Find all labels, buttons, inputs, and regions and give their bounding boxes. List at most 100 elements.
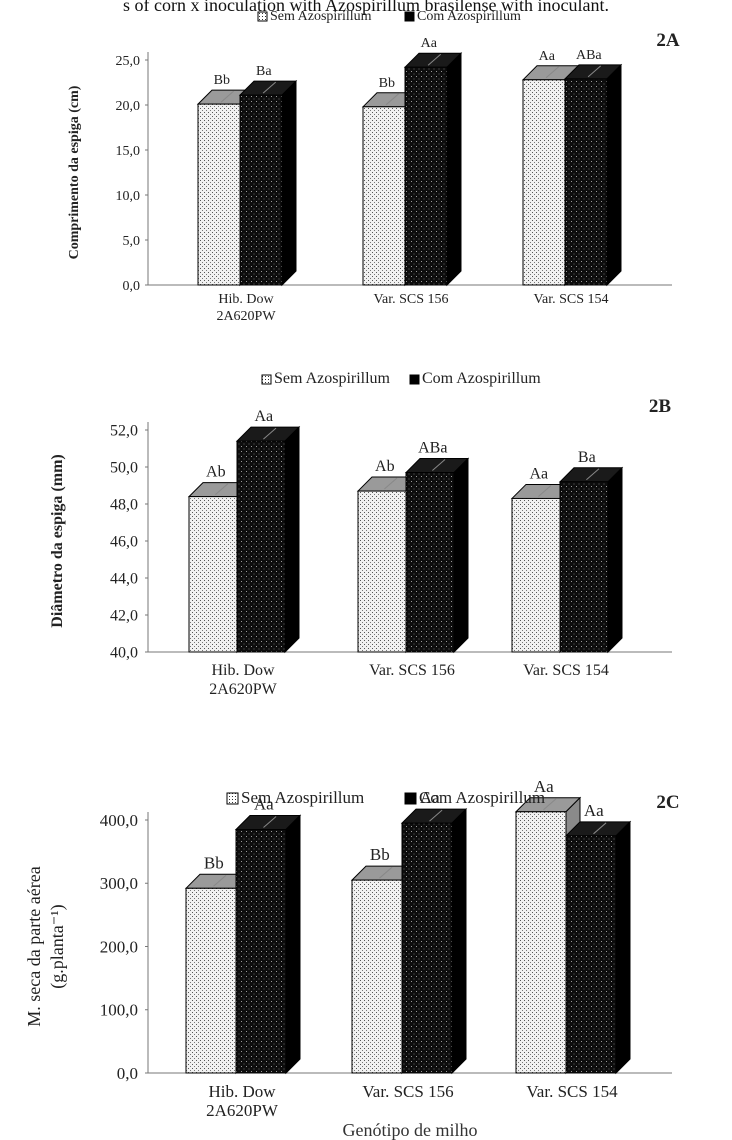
legend-label-sem: Sem Azospirillum [241, 788, 364, 807]
x-category-label: Hib. Dow [218, 292, 274, 307]
bar-com-azospirillum [238, 79, 298, 287]
bar-front-face [188, 496, 238, 653]
bar-front-face [564, 78, 608, 286]
bar-data-label: Aa [421, 36, 438, 51]
y-tick-label: 46,0 [110, 534, 138, 551]
x-category-label: 2A620PW [206, 1101, 279, 1120]
x-category-label: 2A620PW [216, 309, 276, 324]
bar-front-face [404, 66, 448, 286]
y-tick-label: 5,0 [123, 234, 141, 249]
bar-leader-line [427, 53, 442, 66]
bar-front-face [565, 835, 617, 1074]
bar-front-face [522, 79, 566, 286]
legend-swatch-sem [226, 792, 239, 805]
y-tick-label: 10,0 [116, 189, 141, 204]
bar-leader-line [385, 93, 400, 106]
bar-data-label: Ba [578, 449, 596, 466]
y-tick-label: 0,0 [123, 279, 141, 294]
bar-front-face [236, 440, 286, 653]
legend-label-sem: Sem Azospirillum [274, 370, 391, 387]
bar-front-face [197, 103, 241, 286]
bar-leader-line [262, 81, 277, 94]
bar-data-label: Aa [254, 794, 274, 813]
panel-label: 2A [656, 30, 680, 51]
x-category-label: 2A620PW [209, 681, 277, 698]
legend-label-com: Com Azospirillum [417, 9, 521, 24]
y-axis-label: Comprimento da espiga (cm) [67, 85, 82, 259]
bar-data-label: Aa [529, 465, 548, 482]
bar-leader-line [263, 427, 277, 440]
y-tick-label: 300,0 [100, 874, 138, 893]
chart-panel-2c: 0,0 100,0 200,0 300,0 400,0 M. seca da parte … [24, 777, 680, 1120]
legend-swatch-sem [257, 11, 268, 22]
y-axis-label-line: Diâmetro da espiga (mm) [49, 454, 66, 627]
bar-front-face [559, 481, 609, 653]
x-axis-title: Genótipo de milho [343, 1120, 478, 1140]
bar-side-face [606, 63, 622, 287]
bar-data-label: Aa [254, 408, 273, 425]
y-axis-label-line: Comprimento da espiga (cm) [67, 85, 82, 259]
bar-com-azospirillum [234, 814, 302, 1075]
bar-side-face [453, 457, 469, 654]
bar-leader-line [379, 866, 393, 879]
bar-side-face [284, 425, 300, 654]
bar-com-azospirillum [558, 466, 624, 654]
y-tick-label: 44,0 [110, 571, 138, 588]
x-category-label: Var. SCS 154 [523, 662, 609, 679]
bar-leader-line [384, 477, 398, 490]
y-tick-label: 400,0 [100, 811, 138, 830]
chart-panel-2b: 40,0 42,0 44,0 46,0 48,0 50,0 52,0 Diâmetro da … [49, 370, 672, 698]
bar-leader-line [432, 459, 446, 471]
legend-swatch-com [409, 374, 420, 385]
bar-front-face [362, 106, 406, 286]
legend-swatch-com [404, 11, 415, 22]
bar-com-azospirillum [400, 807, 468, 1075]
x-category-label: Hib. Dow [208, 1082, 276, 1101]
bar-leader-line [593, 822, 607, 835]
bar-data-label: Aa [420, 788, 440, 807]
y-tick-label: 52,0 [110, 423, 138, 440]
panel-label: 2C [656, 792, 679, 813]
bar-leader-line [215, 483, 229, 495]
bar-front-face [239, 94, 283, 286]
legend-label-com: Com Azospirillum [422, 370, 541, 387]
bar-data-label: Ab [375, 458, 395, 475]
bar-front-face [511, 497, 561, 653]
bar-leader-line [586, 468, 600, 481]
legend-label-com: Com Azospirillum [419, 788, 545, 807]
bar-data-label: Bb [204, 853, 224, 872]
legend-swatch-sem [261, 374, 272, 385]
y-axis-label-line: M. seca da parte aérea [24, 866, 44, 1026]
y-tick-label: 40,0 [110, 645, 138, 662]
y-tick-label: 42,0 [110, 608, 138, 625]
x-category-label: Hib. Dow [211, 662, 275, 679]
bar-data-label: Bb [379, 76, 395, 91]
bar-com-azospirillum [563, 63, 623, 287]
chart-panel-2a: 0,0 5,0 10,0 15,0 20,0 25,0 Comprimento da esp… [67, 9, 680, 324]
x-category-label: Var. SCS 154 [526, 1082, 618, 1101]
y-axis-label-line: (g.planta⁻¹) [47, 904, 68, 988]
y-tick-label: 48,0 [110, 497, 138, 514]
bar-front-face [185, 887, 237, 1074]
y-tick-label: 100,0 [100, 1001, 138, 1020]
y-axis-label: Diâmetro da espiga (mm) [49, 454, 66, 627]
bar-data-label: ABa [418, 440, 447, 457]
bar-com-azospirillum [235, 425, 301, 654]
bar-leader-line [263, 816, 277, 828]
bar-leader-line [587, 65, 602, 78]
bar-side-face [615, 820, 631, 1075]
y-tick-label: 200,0 [100, 937, 138, 956]
x-category-label: Var. SCS 156 [373, 292, 448, 307]
y-tick-label: 25,0 [116, 54, 141, 69]
y-tick-label: 20,0 [116, 99, 141, 114]
panel-label: 2B [649, 396, 672, 417]
figure-caption: s of corn x inoculation with Azospirillu… [123, 0, 609, 15]
y-tick-label: 0,0 [117, 1064, 138, 1083]
bar-data-label: Bb [214, 73, 230, 88]
bar-front-face [405, 472, 455, 653]
bar-front-face [357, 490, 407, 653]
bar-leader-line [538, 485, 552, 497]
bar-front-face [235, 828, 287, 1074]
bar-front-face [351, 879, 403, 1074]
